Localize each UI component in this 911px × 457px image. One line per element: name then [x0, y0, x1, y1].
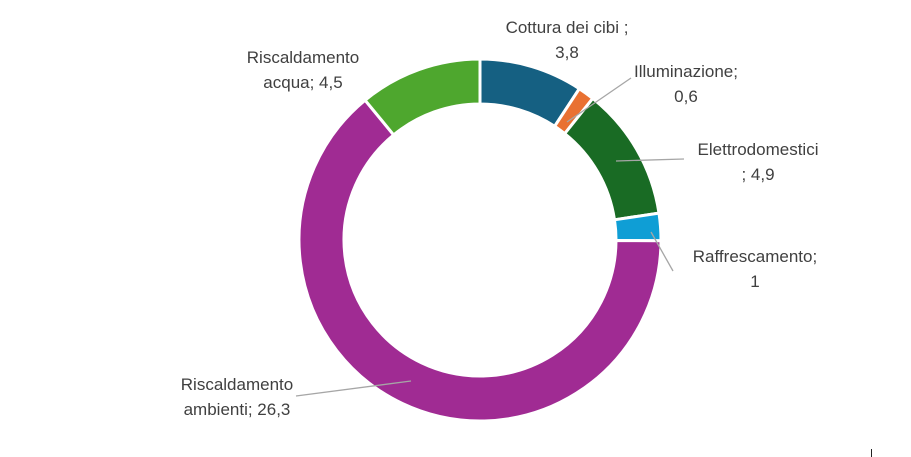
data-label-line: Raffrescamento; [693, 247, 817, 266]
corner-tick-mark [871, 449, 872, 457]
data-label-riscaldamento-acqua: Riscaldamento acqua; 4,5 [247, 48, 359, 92]
leader-line-elettrodomestici [615, 158, 685, 162]
leader-line-illuminazione [566, 77, 632, 123]
data-label-cottura-dei-cibi: Cottura dei cibi ; 3,8 [506, 18, 629, 62]
data-label-line: 3,8 [555, 43, 579, 62]
slice-riscaldamento-ambienti [297, 98, 663, 423]
data-label-line: Riscaldamento [181, 375, 293, 394]
data-label-line: 0,6 [674, 87, 698, 106]
donut-slices [297, 57, 663, 423]
data-label-line: Illuminazione; [634, 62, 738, 81]
data-label-line: Riscaldamento [247, 48, 359, 67]
data-label-line: Elettrodomestici [698, 140, 819, 159]
data-label-illuminazione: Illuminazione; 0,6 [634, 62, 738, 106]
slice-elettrodomestici [563, 96, 661, 222]
data-label-elettrodomestici: Elettrodomestici ; 4,9 [698, 140, 819, 184]
data-label-raffrescamento: Raffrescamento; 1 [693, 247, 817, 291]
data-label-line: ; 4,9 [741, 165, 774, 184]
data-label-line: acqua; 4,5 [263, 73, 342, 92]
data-label-line: ambienti; 26,3 [184, 400, 291, 419]
leader-line-riscaldamento-ambienti [295, 380, 412, 397]
data-labels: Cottura dei cibi ; 3,8 Illuminazione; 0,6 El… [181, 18, 819, 419]
data-label-line: 1 [750, 272, 759, 291]
data-label-line: Cottura dei cibi ; [506, 18, 629, 37]
data-label-riscaldamento-ambienti: Riscaldamento ambienti; 26,3 [181, 375, 293, 419]
leader-lines [295, 77, 685, 397]
slice-riscaldamento-acqua [363, 57, 482, 137]
leader-line-raffrescamento [650, 231, 674, 272]
